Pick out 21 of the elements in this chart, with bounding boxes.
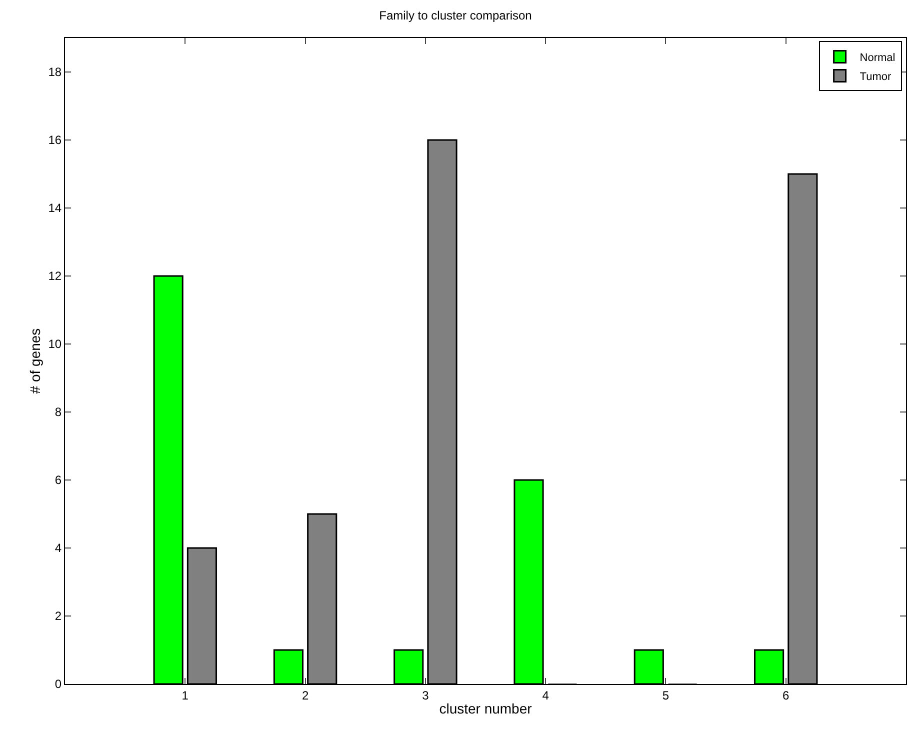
x-tick-label: 5 (662, 688, 670, 702)
y-tick-label: 0 (54, 677, 62, 692)
y-tick-label: 16 (48, 133, 62, 148)
x-tick-label: 1 (182, 688, 189, 702)
chart-title: Family to cluster comparison (379, 8, 532, 22)
y-tick-label: 10 (48, 337, 62, 352)
y-tick-label: 12 (48, 269, 62, 284)
y-tick-label: 4 (54, 541, 62, 556)
x-tick-label: 3 (422, 688, 430, 702)
legend-label: Tumor (860, 71, 892, 84)
x-tick-label: 4 (542, 688, 550, 702)
y-axis-title: # of genes (26, 328, 43, 394)
y-tick-label: 2 (54, 609, 62, 624)
x-tick-label: 2 (302, 688, 309, 702)
y-tick-label: 14 (48, 201, 62, 216)
y-tick-label: 18 (48, 65, 62, 80)
y-tick-label: 8 (54, 405, 62, 420)
x-axis-title: cluster number (439, 700, 532, 717)
x-tick-label: 6 (782, 688, 790, 702)
y-tick-label: 6 (54, 473, 62, 488)
legend-label: Normal (860, 52, 896, 64)
